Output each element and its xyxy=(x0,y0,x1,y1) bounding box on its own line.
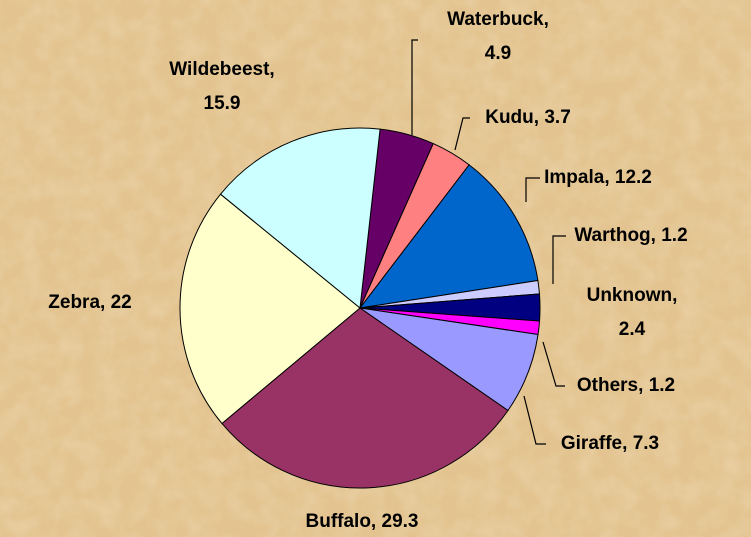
label-value: 12.2 xyxy=(615,167,652,188)
label-name: Impala, xyxy=(544,167,609,188)
data-label: Unknown, 2.4 xyxy=(587,285,678,340)
label-value: 29.3 xyxy=(382,511,419,532)
label-value: 2.4 xyxy=(619,319,646,340)
leader-line xyxy=(454,117,470,151)
pie-slice xyxy=(358,164,539,309)
pie xyxy=(179,127,541,489)
data-label: Impala, 12.2 xyxy=(544,167,652,188)
label-name: Unknown, xyxy=(587,285,678,306)
label-name: Warthog, xyxy=(574,225,656,246)
label-name: Buffalo, xyxy=(306,511,377,532)
pie-slice xyxy=(219,127,381,309)
leader-line xyxy=(542,341,565,387)
data-label: Warthog, 1.2 xyxy=(574,225,687,246)
label-value: 4.9 xyxy=(485,43,511,64)
leader-line xyxy=(525,177,540,202)
data-label: Zebra, 22 xyxy=(48,292,131,313)
label-name: Zebra, xyxy=(48,292,105,313)
leader-line xyxy=(411,39,418,135)
pie-slice xyxy=(221,307,509,489)
label-value: 22 xyxy=(111,292,132,313)
label-name: Kudu, xyxy=(485,107,539,128)
label-name: Wildebeest, xyxy=(169,59,274,80)
leader-line xyxy=(523,395,546,445)
label-value: 7.3 xyxy=(633,433,659,454)
data-label: Kudu, 3.7 xyxy=(485,107,571,128)
label-value: 3.7 xyxy=(544,107,570,128)
leader-line xyxy=(552,235,566,284)
label-value: 1.2 xyxy=(649,375,675,396)
data-label: Waterbuck, 4.9 xyxy=(447,9,549,64)
data-label: Buffalo, 29.3 xyxy=(306,511,419,532)
data-label: Wildebeest, 15.9 xyxy=(169,59,274,114)
labels: Waterbuck, 4.9 Kudu, 3.7 Impala, 12.2 Wartho… xyxy=(48,9,687,532)
label-value: 1.2 xyxy=(661,225,687,246)
data-label: Others, 1.2 xyxy=(577,375,675,396)
pie-slice xyxy=(179,193,361,425)
label-name: Waterbuck, xyxy=(447,9,549,30)
label-value: 15.9 xyxy=(204,93,241,114)
label-name: Others, xyxy=(577,375,644,396)
data-label: Giraffe, 7.3 xyxy=(561,433,659,454)
label-name: Giraffe, xyxy=(561,433,628,454)
